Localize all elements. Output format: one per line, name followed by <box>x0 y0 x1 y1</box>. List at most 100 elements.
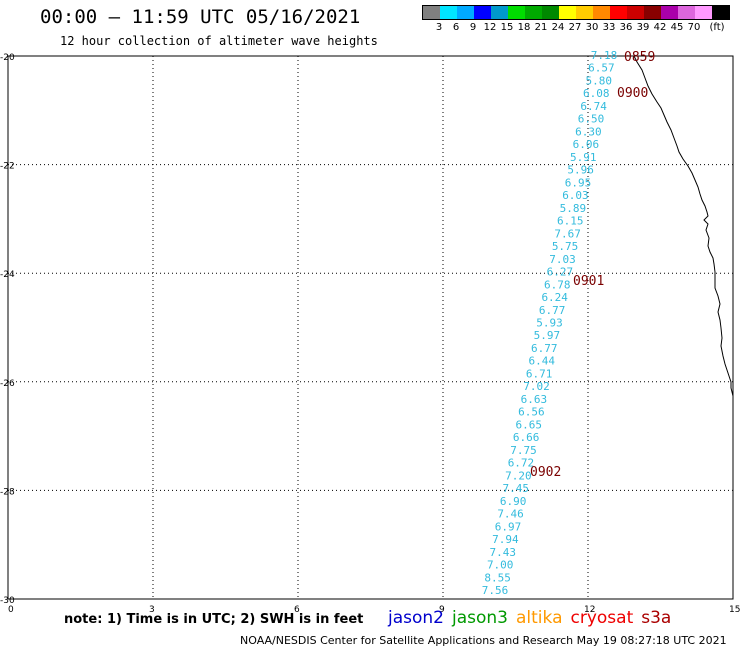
legend-swatch <box>491 6 508 19</box>
x-tick-label: 3 <box>149 605 155 615</box>
swh-value-label: 7.75 <box>510 444 537 457</box>
swh-value-label: 6.77 <box>539 304 566 317</box>
y-tick-label: -22 <box>0 162 15 172</box>
legend-label: 33 <box>602 22 616 33</box>
legend-label: 3 <box>435 22 443 33</box>
legend-swatch <box>525 6 542 19</box>
legend-label: 27 <box>568 22 582 33</box>
satellite-label-altika: altika <box>516 608 563 628</box>
swh-value-label: 7.00 <box>487 559 514 572</box>
legend-swatch <box>440 6 457 19</box>
swh-value-label: 6.74 <box>580 100 607 113</box>
legend-label: 21 <box>534 22 548 33</box>
swh-value-label: 6.65 <box>515 418 542 431</box>
legend-swatch <box>576 6 593 19</box>
swh-value-label: 7.18 <box>591 49 618 62</box>
swh-value-label: 7.02 <box>523 380 550 393</box>
swh-value-label: 6.27 <box>547 266 574 279</box>
swh-value-label: 6.78 <box>544 278 571 291</box>
swh-value-label: 5.93 <box>536 317 563 330</box>
y-tick-label: -30 <box>0 596 15 606</box>
swh-value-label: 7.20 <box>505 469 532 482</box>
legend-swatch <box>423 6 440 19</box>
swh-value-label: 6.24 <box>541 291 568 304</box>
legend-label: 36 <box>619 22 633 33</box>
legend-swatch <box>644 6 661 19</box>
legend-swatch <box>661 6 678 19</box>
footer-note: note: 1) Time is in UTC; 2) SWH is in fe… <box>64 612 364 627</box>
legend-swatch <box>593 6 610 19</box>
swh-value-label: 6.15 <box>557 215 584 228</box>
satellite-label-cryosat: cryosat <box>570 608 634 628</box>
swh-value-label: 6.72 <box>508 457 535 470</box>
swh-value-label: 6.97 <box>495 520 522 533</box>
swh-value-label: 5.96 <box>567 164 594 177</box>
legend-swatch <box>559 6 576 19</box>
legend-swatch <box>610 6 627 19</box>
y-tick-label: -24 <box>0 270 15 280</box>
swh-value-label: 7.94 <box>492 533 519 546</box>
y-tick-label: -28 <box>0 487 15 497</box>
time-label: 0900 <box>617 86 648 101</box>
swh-value-label: 7.03 <box>549 253 576 266</box>
page-subtitle: 12 hour collection of altimeter wave hei… <box>60 34 378 48</box>
legend-swatch <box>474 6 491 19</box>
swh-value-label: 6.95 <box>565 176 592 189</box>
swh-value-label: 6.08 <box>583 87 610 100</box>
y-tick-label: -26 <box>0 379 15 389</box>
legend-swatches <box>422 5 730 20</box>
swh-value-label: 5.97 <box>534 329 561 342</box>
swh-value-label: 6.77 <box>531 342 558 355</box>
swh-value-label: 6.71 <box>526 367 553 380</box>
x-tick-label: 6 <box>294 605 300 615</box>
color-legend: 3 6 9 12 15 18 21 24 27 30 33 36 39 42 45 70 (ft) <box>422 5 730 36</box>
legend-swatch <box>712 6 729 19</box>
satellite-label-s3a: s3a <box>641 608 672 628</box>
legend-label: 70 <box>687 22 701 33</box>
satellite-label-jason3: jason3 <box>452 608 508 628</box>
legend-label: 18 <box>517 22 531 33</box>
map-frame <box>7 55 734 600</box>
legend-unit: (ft) <box>709 22 725 33</box>
swh-value-label: 7.46 <box>497 508 524 521</box>
legend-label: 42 <box>653 22 667 33</box>
credit-line: NOAA/NESDIS Center for Satellite Applica… <box>240 634 727 647</box>
swh-value-label: 7.43 <box>490 546 517 559</box>
time-label: 0859 <box>624 50 655 65</box>
legend-label: 24 <box>551 22 565 33</box>
legend-label: 6 <box>452 22 460 33</box>
legend-swatch <box>678 6 695 19</box>
swh-value-label: 7.67 <box>554 227 581 240</box>
legend-label: 45 <box>670 22 684 33</box>
coastline <box>633 55 734 397</box>
swh-value-label: 6.57 <box>588 62 615 75</box>
satellite-legend: jason2 jason3 altika cryosat s3a <box>388 608 679 628</box>
x-tick-label: 0 <box>8 605 14 615</box>
legend-label: 12 <box>483 22 497 33</box>
legend-label: 39 <box>636 22 650 33</box>
legend-swatch <box>508 6 525 19</box>
page-title: 00:00 – 11:59 UTC 05/16/2021 <box>40 6 361 28</box>
swh-value-label: 7.45 <box>503 482 530 495</box>
swh-value-label: 6.56 <box>518 406 545 419</box>
swh-value-label: 6.63 <box>521 393 548 406</box>
time-label: 0901 <box>573 274 604 289</box>
swh-value-label: 6.66 <box>513 431 540 444</box>
legend-swatch <box>627 6 644 19</box>
legend-swatch <box>542 6 559 19</box>
swh-value-label: 6.90 <box>500 495 527 508</box>
legend-label: 9 <box>469 22 477 33</box>
swh-value-label: 6.44 <box>528 355 555 368</box>
swh-value-label: 6.50 <box>578 113 605 126</box>
legend-labels: 3 6 9 12 15 18 21 24 27 30 33 36 39 42 45 70 (ft) <box>422 22 730 36</box>
swh-value-label: 7.56 <box>482 584 509 597</box>
swh-value-label: 5.91 <box>570 151 597 164</box>
legend-label: 15 <box>500 22 514 33</box>
satellite-label-jason2: jason2 <box>388 608 444 628</box>
swh-value-label: 6.06 <box>573 138 600 151</box>
legend-swatch <box>457 6 474 19</box>
swh-value-label: 5.75 <box>552 240 579 253</box>
swh-value-label: 5.80 <box>586 74 613 87</box>
x-tick-label: 15 <box>729 605 740 615</box>
